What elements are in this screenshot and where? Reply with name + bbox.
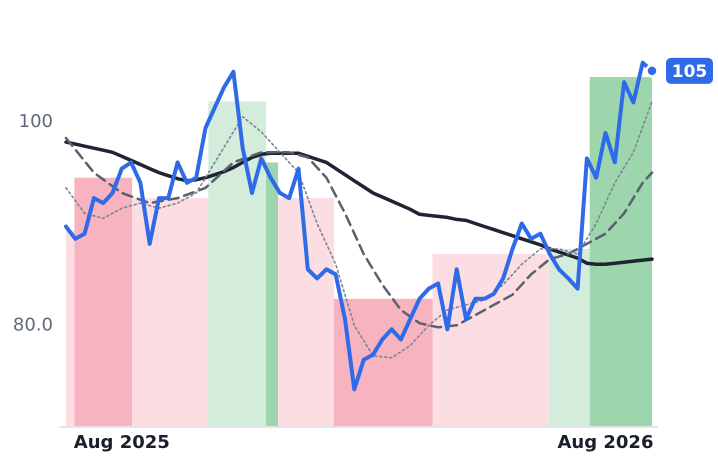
series-line <box>65 100 653 359</box>
regime-band <box>432 254 549 427</box>
regime-band <box>265 162 279 427</box>
regime-band <box>589 76 652 427</box>
series-line <box>64 140 654 266</box>
y-tick-label: 80.0 <box>13 314 53 335</box>
regime-band <box>132 198 209 427</box>
series-line <box>64 60 654 392</box>
last-point <box>645 64 659 78</box>
series-line <box>64 136 654 329</box>
regime-band <box>333 298 433 427</box>
last-value-label: 105 <box>672 62 708 82</box>
x-tick-label: Aug 2025 <box>74 432 170 453</box>
last-value-badge <box>666 57 713 84</box>
regime-band <box>208 101 266 428</box>
regime-band <box>74 177 133 427</box>
regime-band <box>548 248 590 427</box>
regime-band <box>66 230 75 427</box>
y-tick-label: 100 <box>19 111 53 132</box>
x-tick-label: Aug 2026 <box>557 432 653 453</box>
